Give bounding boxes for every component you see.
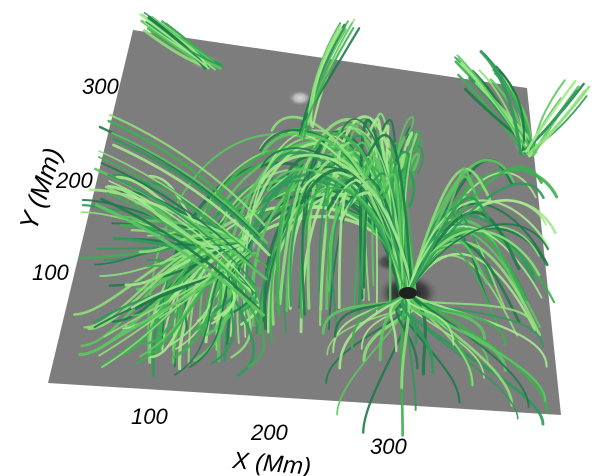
field-line <box>134 237 247 327</box>
field-line <box>406 167 492 295</box>
x-axis-label: X (Mm) <box>230 447 312 476</box>
negative-polarity-spot <box>399 287 417 299</box>
field-line <box>300 168 415 295</box>
x-tick-100: 100 <box>131 404 168 429</box>
field-line <box>98 156 268 268</box>
field-line <box>402 292 519 420</box>
y-tick-300: 300 <box>82 74 119 99</box>
field-line <box>407 223 549 294</box>
field-line <box>406 182 545 295</box>
field-line <box>406 196 491 295</box>
y-tick-200: 200 <box>55 168 93 193</box>
field-line <box>96 251 255 351</box>
field-line <box>297 186 407 294</box>
field-line <box>498 69 525 152</box>
x-tick-300: 300 <box>370 434 407 459</box>
field-line <box>400 291 411 389</box>
field-line <box>94 203 266 317</box>
field-line <box>260 153 415 295</box>
field-line <box>111 131 269 245</box>
field-line <box>350 291 410 350</box>
field-line <box>150 15 215 64</box>
field-line <box>108 180 256 292</box>
field-line <box>109 113 266 227</box>
field-line <box>107 174 256 286</box>
field-line <box>100 197 261 311</box>
field-line <box>407 292 530 409</box>
field-line <box>310 27 342 127</box>
magnetic-field-lines <box>73 11 591 437</box>
field-line <box>457 73 526 155</box>
field-line <box>406 291 547 402</box>
field-line <box>525 79 577 153</box>
field-line <box>103 252 249 338</box>
field-line <box>406 252 536 330</box>
x-tick-200: 200 <box>250 420 288 445</box>
field-line <box>106 191 259 305</box>
field-line <box>527 85 591 156</box>
field-line <box>139 13 209 69</box>
field-line <box>403 145 424 294</box>
field-line <box>299 27 355 137</box>
field-line <box>367 133 413 295</box>
field-line <box>112 143 271 257</box>
field-line <box>130 251 252 309</box>
field-line <box>106 184 247 250</box>
field-line <box>479 50 523 156</box>
field-line <box>100 162 261 274</box>
field-line <box>406 199 550 295</box>
field-line <box>145 21 225 68</box>
field-line <box>147 15 207 70</box>
field-line <box>98 150 261 262</box>
field-line <box>402 133 418 294</box>
y-tick-100: 100 <box>32 260 69 285</box>
field-line <box>112 137 270 251</box>
field-line <box>87 239 247 331</box>
